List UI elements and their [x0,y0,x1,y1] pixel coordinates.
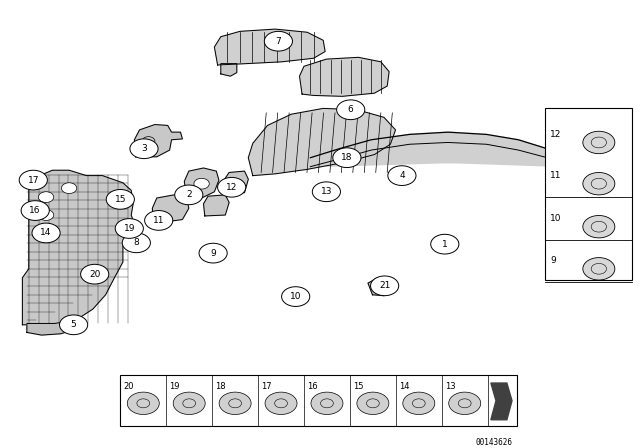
Circle shape [122,233,150,253]
Circle shape [333,148,361,168]
Text: 8: 8 [134,238,139,247]
Text: 16: 16 [307,382,318,391]
Circle shape [388,166,416,185]
Circle shape [311,392,343,414]
Circle shape [583,172,615,195]
Polygon shape [184,168,219,198]
Text: 2: 2 [186,190,191,199]
Circle shape [175,185,203,205]
Text: 20: 20 [124,382,134,391]
Text: 21: 21 [379,281,390,290]
Text: 9: 9 [550,256,556,265]
Polygon shape [300,57,389,96]
Text: 17: 17 [28,176,39,185]
Text: 14: 14 [40,228,52,237]
Polygon shape [310,132,570,167]
Circle shape [60,315,88,335]
Text: 10: 10 [550,214,562,223]
Text: 9: 9 [211,249,216,258]
Circle shape [312,182,340,202]
Circle shape [583,131,615,154]
Circle shape [38,192,54,202]
Circle shape [403,392,435,414]
Text: 3: 3 [141,144,147,153]
Circle shape [19,170,47,190]
Circle shape [371,276,399,296]
Polygon shape [368,278,392,296]
Text: 5: 5 [71,320,76,329]
Circle shape [357,392,389,414]
Circle shape [265,392,297,414]
Text: 15: 15 [115,195,126,204]
Polygon shape [221,64,237,76]
Text: 10: 10 [290,292,301,301]
Circle shape [38,210,54,220]
Text: 11: 11 [550,171,562,180]
Text: 17: 17 [261,382,272,391]
Circle shape [127,392,159,414]
Circle shape [115,219,143,238]
Polygon shape [248,108,396,176]
Text: 12: 12 [226,183,237,192]
Polygon shape [27,320,76,335]
Circle shape [219,392,251,414]
Text: 15: 15 [353,382,364,391]
Polygon shape [204,195,229,216]
Circle shape [130,139,158,159]
Circle shape [81,264,109,284]
Circle shape [264,31,292,51]
Circle shape [145,211,173,230]
Polygon shape [152,195,189,222]
Circle shape [583,258,615,280]
Circle shape [106,190,134,209]
Circle shape [21,201,49,220]
Text: 14: 14 [399,382,410,391]
Text: 12: 12 [550,130,562,139]
Bar [120,375,517,426]
Text: 19: 19 [124,224,135,233]
Text: 6: 6 [348,105,353,114]
Text: 11: 11 [153,216,164,225]
Circle shape [61,183,77,194]
Text: 1: 1 [442,240,447,249]
Polygon shape [134,125,182,157]
Text: 00143626: 00143626 [475,438,512,447]
Circle shape [32,223,60,243]
Text: 13: 13 [321,187,332,196]
Circle shape [218,177,246,197]
Text: 13: 13 [445,382,456,391]
Circle shape [449,392,481,414]
Text: 18: 18 [341,153,353,162]
Text: 18: 18 [215,382,226,391]
Polygon shape [214,29,325,65]
Circle shape [173,392,205,414]
Circle shape [282,287,310,306]
Bar [545,108,632,280]
Text: 7: 7 [276,37,281,46]
Polygon shape [22,170,133,325]
Circle shape [431,234,459,254]
Polygon shape [491,383,512,420]
Circle shape [194,178,209,189]
Text: 4: 4 [399,171,404,180]
Text: 20: 20 [89,270,100,279]
Circle shape [337,100,365,120]
Circle shape [199,243,227,263]
Text: 16: 16 [29,206,41,215]
Circle shape [583,215,615,238]
Text: 19: 19 [170,382,180,391]
Polygon shape [224,171,248,194]
